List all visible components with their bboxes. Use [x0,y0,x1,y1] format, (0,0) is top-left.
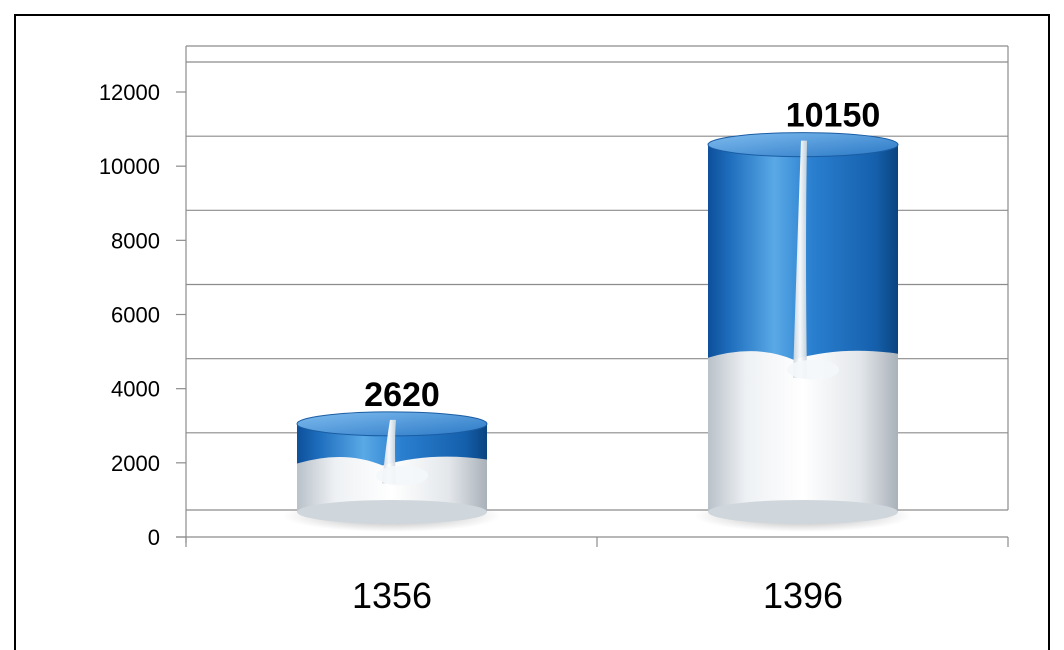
milk-splash [787,359,839,380]
y-tick-label: 0 [148,525,160,550]
y-tick-label: 10000 [99,154,160,179]
chart-frame [14,14,1050,650]
bar-bottom [708,500,898,524]
data-label-1396: 10150 [786,97,881,135]
y-tick-label: 12000 [99,80,160,105]
milk-stream [793,140,807,378]
y-tick-label: 4000 [111,377,160,402]
milk-splash [376,465,428,486]
bar-1396 [694,132,912,532]
x-tick-label-1396: 1396 [763,575,843,616]
y-tick-label: 2000 [111,451,160,476]
bar-milk [708,350,898,512]
y-tick-label: 6000 [111,303,160,328]
x-tick-label-1356: 1356 [352,575,432,616]
y-tick-label: 8000 [111,228,160,253]
bar-1356 [283,411,501,532]
data-label-1356: 2620 [364,376,440,414]
bar-bottom [297,500,487,524]
